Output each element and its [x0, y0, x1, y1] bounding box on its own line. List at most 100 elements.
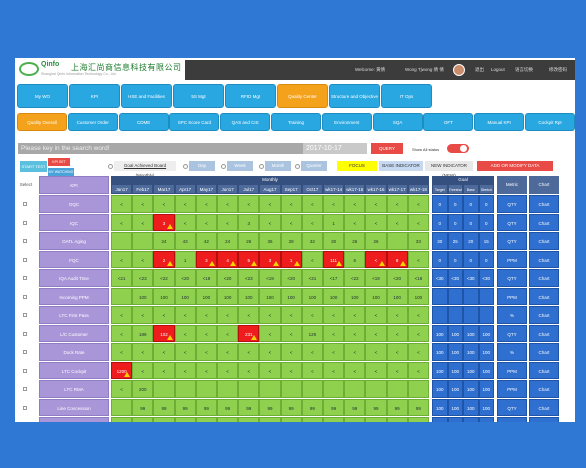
data-cell[interactable]: < — [280, 343, 302, 361]
nav-my-wo[interactable]: My WO — [17, 84, 68, 108]
data-cell[interactable]: 3 — [259, 250, 281, 268]
data-cell[interactable]: < — [217, 324, 239, 342]
data-cell[interactable]: < — [365, 324, 387, 342]
data-cell[interactable]: < — [386, 213, 408, 231]
data-cell[interactable]: < — [195, 195, 217, 213]
kpi-name[interactable]: Incoming PPM — [39, 287, 109, 305]
data-cell[interactable]: <21 — [111, 269, 133, 287]
data-cell[interactable]: < — [153, 306, 175, 324]
data-cell[interactable] — [195, 417, 217, 422]
data-cell[interactable] — [280, 380, 302, 398]
data-cell[interactable]: < — [344, 195, 366, 213]
data-cell[interactable]: 189 — [132, 324, 154, 342]
data-cell[interactable]: 100 — [132, 287, 154, 305]
data-cell[interactable]: 26 — [365, 232, 387, 250]
data-cell[interactable]: 24 — [153, 232, 175, 250]
data-cell[interactable]: < — [195, 343, 217, 361]
data-cell[interactable]: < — [407, 195, 429, 213]
data-cell[interactable]: < — [323, 306, 345, 324]
row-checkbox[interactable] — [23, 276, 27, 280]
tab-oft[interactable]: OFT — [423, 113, 474, 131]
data-cell[interactable] — [174, 380, 196, 398]
chart-link[interactable]: Chart — [529, 343, 559, 361]
chart-link[interactable]: Chart — [529, 398, 559, 416]
tab-manual-kpi[interactable]: Manual KPI — [474, 113, 525, 131]
date-field[interactable]: 2017-10-17 — [303, 143, 367, 154]
data-cell[interactable]: 43 — [174, 232, 196, 250]
data-cell[interactable]: < — [323, 343, 345, 361]
data-cell[interactable]: 99 — [407, 398, 429, 416]
data-cell[interactable] — [280, 417, 302, 422]
data-cell[interactable]: 231 — [238, 324, 260, 342]
data-cell[interactable]: <19 — [259, 269, 281, 287]
tab-customer-order[interactable]: Customer Order — [67, 113, 118, 131]
data-cell[interactable]: < — [195, 213, 217, 231]
data-cell[interactable]: <22 — [153, 269, 175, 287]
data-cell[interactable]: 99 — [238, 398, 260, 416]
data-cell[interactable]: 100 — [386, 287, 408, 305]
quarter-filter[interactable]: Quarter — [301, 161, 327, 171]
goal-radio[interactable] — [108, 164, 113, 169]
data-cell[interactable]: < — [323, 324, 345, 342]
avatar[interactable] — [453, 64, 465, 76]
data-cell[interactable]: 100 — [365, 287, 387, 305]
nav-hse-and-facilities[interactable]: HSE and Facilities — [121, 84, 172, 108]
data-cell[interactable]: 129 — [301, 324, 323, 342]
data-cell[interactable]: < — [217, 213, 239, 231]
data-cell[interactable] — [111, 417, 133, 422]
data-cell[interactable]: < — [301, 343, 323, 361]
chart-link[interactable]: Chart — [529, 361, 559, 379]
data-cell[interactable]: < — [111, 195, 133, 213]
data-cell[interactable]: < — [344, 213, 366, 231]
data-cell[interactable]: < — [344, 343, 366, 361]
data-cell[interactable]: 100 — [153, 287, 175, 305]
data-cell[interactable]: <23 — [238, 269, 260, 287]
kpi-name[interactable]: FQC — [39, 250, 109, 268]
data-cell[interactable]: 36 — [259, 232, 281, 250]
data-cell[interactable]: 99 — [365, 398, 387, 416]
kpi-name[interactable]: IQC — [39, 213, 109, 231]
month-filter[interactable]: Month — [265, 161, 291, 171]
data-cell[interactable] — [238, 380, 260, 398]
chart-link[interactable]: Chart — [529, 232, 559, 250]
data-cell[interactable]: 1 — [323, 213, 345, 231]
data-cell[interactable]: < — [365, 306, 387, 324]
goal-filter[interactable]: Goal Achieved Board (Monthly) — [114, 161, 176, 178]
data-cell[interactable]: < — [259, 306, 281, 324]
data-cell[interactable]: < — [238, 361, 260, 379]
kpi-name[interactable]: Line Concession — [39, 398, 109, 416]
data-cell[interactable]: 111 — [323, 250, 345, 268]
data-cell[interactable]: 102 — [153, 324, 175, 342]
data-cell[interactable]: < — [195, 324, 217, 342]
data-cell[interactable]: < — [407, 361, 429, 379]
data-cell[interactable]: < — [386, 343, 408, 361]
data-cell[interactable]: < — [280, 213, 302, 231]
data-cell[interactable]: < — [217, 361, 239, 379]
row-checkbox[interactable] — [23, 257, 27, 262]
data-cell[interactable]: <22 — [344, 269, 366, 287]
data-cell[interactable]: 3 — [238, 213, 260, 231]
data-cell[interactable]: < — [174, 195, 196, 213]
nav-structure-and-objective[interactable]: Structure and Objective — [329, 84, 380, 108]
tab-environment[interactable]: Environment — [321, 113, 372, 131]
tab-training[interactable]: Training — [271, 113, 321, 131]
search-input[interactable]: Please key in the search word! — [18, 143, 303, 154]
data-cell[interactable]: <17 — [323, 269, 345, 287]
data-cell[interactable] — [259, 417, 281, 422]
data-cell[interactable]: < — [174, 324, 196, 342]
chart-link[interactable]: Chart — [529, 287, 559, 305]
quarter-radio[interactable] — [295, 164, 300, 169]
data-cell[interactable]: 100 — [301, 287, 323, 305]
data-cell[interactable]: < — [259, 361, 281, 379]
row-checkbox[interactable] — [23, 350, 27, 354]
data-cell[interactable]: 33 — [407, 232, 429, 250]
data-cell[interactable]: <20 — [174, 269, 196, 287]
data-cell[interactable] — [323, 417, 345, 422]
data-cell[interactable]: < — [280, 361, 302, 379]
row-checkbox[interactable] — [23, 202, 27, 206]
data-cell[interactable] — [238, 417, 260, 422]
data-cell[interactable]: < — [132, 361, 154, 379]
my-watching-button[interactable]: MY WATCHING — [48, 168, 74, 176]
data-cell[interactable]: 99 — [195, 398, 217, 416]
data-cell[interactable]: < — [280, 324, 302, 342]
